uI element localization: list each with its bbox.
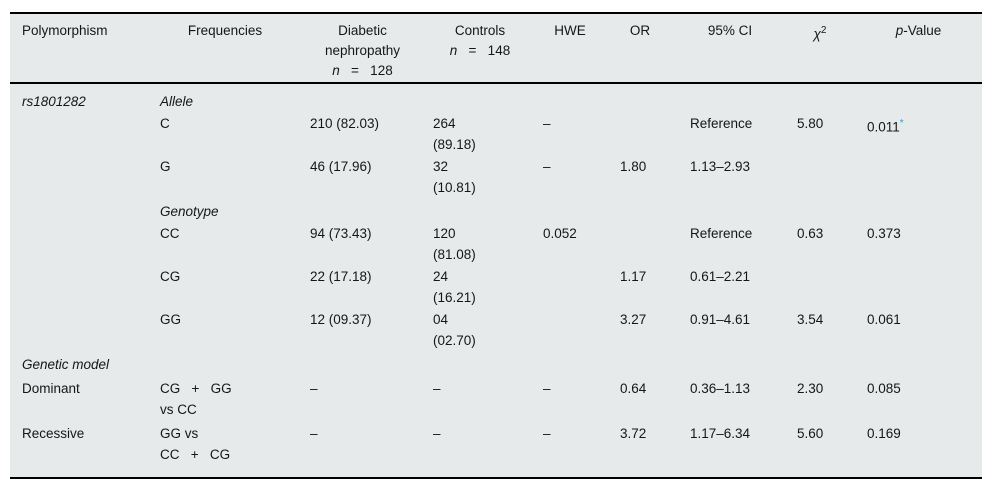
cell-diabetic-nephropathy: 210 (82.03) (310, 116, 380, 131)
cell-chi-square: 5.60 (797, 426, 824, 441)
cell-p-value: 0.085 (867, 381, 901, 396)
cell-frequencies: CG (160, 269, 181, 284)
cell-hwe: – (543, 159, 551, 174)
cell-p-value: 0.061 (867, 312, 901, 327)
diabetic-title: Diabetic nephropathy (324, 23, 401, 58)
cell-controls: 120 (81.08) (433, 226, 476, 262)
cell-diabetic-nephropathy: 22 (17.18) (310, 269, 372, 284)
cell-polymorphism: Dominant (22, 381, 80, 396)
cell-diabetic-nephropathy: 12 (09.37) (310, 312, 372, 327)
cell-frequencies: Genotype (160, 204, 219, 219)
table-header: Polymorphism Frequencies Diabetic nephro… (10, 14, 982, 84)
cell-frequencies: CC (160, 226, 180, 241)
table-row-snp-allele: rs1801282 Allele (10, 91, 982, 113)
cell-or: 3.27 (620, 312, 647, 327)
cell-95ci: 0.61–2.21 (690, 269, 751, 284)
table-row-allele-c: C 210 (82.03) 264 (89.18) – Reference 5.… (10, 113, 982, 156)
table-row-genotype-label: Genotype (10, 201, 982, 223)
cell-polymorphism: rs1801282 (22, 94, 86, 109)
controls-n-line: n = 148 (425, 41, 535, 61)
diabetic-n-line: n = 128 (300, 61, 425, 81)
n-symbol: n (449, 43, 458, 58)
cell-polymorphism: Recessive (22, 426, 85, 441)
cell-frequencies: CG + GG vs CC (160, 381, 232, 417)
cell-95ci: 1.13–2.93 (690, 159, 751, 174)
table-row-genotype-cc: CC 94 (73.43) 120 (81.08) 0.052 Referenc… (10, 223, 982, 266)
table-row-genotype-cg: CG 22 (17.18) 24 (16.21) 1.17 0.61–2.21 (10, 266, 982, 309)
cell-diabetic-nephropathy: 46 (17.96) (310, 159, 372, 174)
cell-polymorphism: Genetic model (22, 357, 110, 372)
cell-controls: 32 (10.81) (433, 159, 476, 195)
cell-95ci: 1.17–6.34 (690, 426, 751, 441)
cell-diabetic-nephropathy: – (310, 381, 318, 396)
col-header-frequencies: Frequencies (187, 23, 263, 38)
cell-chi-square: 3.54 (797, 312, 824, 327)
controls-title: Controls (454, 23, 506, 38)
cell-chi-square: 2.30 (797, 381, 824, 396)
col-header-or: OR (629, 23, 651, 38)
col-header-chi-square: χ2 (785, 21, 855, 45)
cell-controls: 04 (02.70) (433, 312, 476, 348)
cell-95ci: Reference (690, 226, 753, 241)
cell-controls: 264 (89.18) (433, 116, 476, 152)
cell-hwe: 0.052 (543, 226, 577, 241)
chi-symbol: χ (813, 26, 821, 42)
cell-frequencies: GG vs CC + CG (160, 426, 231, 462)
n-value: = 148 (457, 43, 511, 58)
cell-or: 1.80 (620, 159, 647, 174)
cell-95ci: Reference (690, 116, 753, 131)
n-symbol: n (332, 63, 340, 78)
cell-controls: – (433, 381, 441, 396)
cell-chi-square: 0.63 (797, 226, 824, 241)
table-row-model-dominant: Dominant CG + GG vs CC – – – 0.64 0.36–1… (10, 378, 982, 423)
cell-diabetic-nephropathy: 94 (73.43) (310, 226, 372, 241)
cell-frequencies: GG (160, 312, 182, 327)
table-row-genetic-model-label: Genetic model (10, 354, 982, 378)
significance-star: * (899, 118, 904, 129)
cell-or: 0.64 (620, 381, 647, 396)
col-header-diabetic-nephropathy: Diabetic nephropathy n = 128 (300, 21, 425, 81)
cell-diabetic-nephropathy: – (310, 426, 318, 441)
cell-hwe: – (543, 426, 551, 441)
cell-95ci: 0.91–4.61 (690, 312, 751, 327)
table-row-genotype-gg: GG 12 (09.37) 04 (02.70) 3.27 0.91–4.61 … (10, 309, 982, 354)
header-row: Polymorphism Frequencies Diabetic nephro… (10, 14, 982, 84)
cell-or: 1.17 (620, 269, 647, 284)
cell-hwe: – (543, 116, 551, 131)
cell-controls: – (433, 426, 441, 441)
chi-exponent: 2 (820, 25, 827, 36)
col-header-95ci: 95% CI (707, 23, 753, 38)
cell-p-value: 0.169 (867, 426, 901, 441)
col-header-hwe: HWE (554, 23, 586, 38)
col-header-controls: Controls n = 148 (425, 21, 535, 61)
cell-controls: 24 (16.21) (433, 269, 476, 305)
table-body: rs1801282 Allele C 210 (82.03) 264 (89.1… (10, 84, 982, 477)
cell-or: 3.72 (620, 426, 647, 441)
col-header-p-value: p-Value (855, 21, 982, 41)
n-value: = 128 (339, 63, 393, 78)
cell-chi-square: 5.80 (797, 116, 824, 131)
table-row-allele-g: G 46 (17.96) 32 (10.81) – 1.80 1.13–2.93 (10, 156, 982, 201)
cell-95ci: 0.36–1.13 (690, 381, 751, 396)
cell-p-value: 0.373 (867, 226, 901, 241)
cell-p-value: 0.011* (855, 113, 982, 138)
table-row-model-recessive: Recessive GG vs CC + CG – – – 3.72 1.17–… (10, 423, 982, 468)
cell-frequencies: C (160, 116, 170, 131)
p-value-number: 0.011 (867, 119, 900, 135)
col-header-polymorphism: Polymorphism (22, 23, 108, 38)
association-results-table: Polymorphism Frequencies Diabetic nephro… (10, 12, 982, 479)
p-symbol: p (895, 23, 904, 38)
cell-hwe: – (543, 381, 551, 396)
cell-frequencies: Allele (160, 94, 194, 109)
p-value-suffix: -Value (903, 23, 942, 38)
cell-frequencies: G (160, 159, 171, 174)
